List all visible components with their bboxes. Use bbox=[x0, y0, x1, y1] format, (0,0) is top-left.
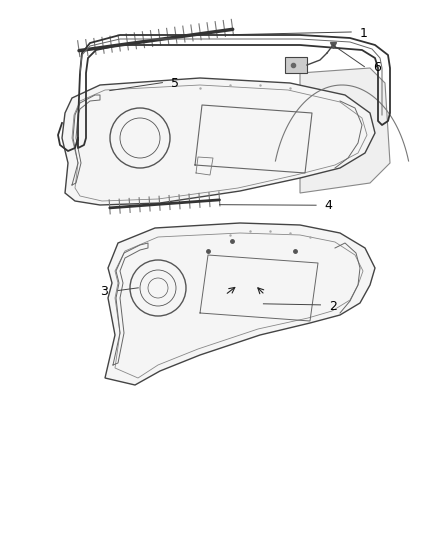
Text: 1: 1 bbox=[359, 27, 367, 39]
Text: 4: 4 bbox=[324, 199, 332, 212]
Polygon shape bbox=[299, 68, 389, 193]
Text: 5: 5 bbox=[171, 77, 179, 90]
Text: 6: 6 bbox=[372, 61, 380, 74]
Text: 2: 2 bbox=[328, 300, 336, 313]
Text: 3: 3 bbox=[99, 285, 107, 298]
Polygon shape bbox=[284, 57, 306, 73]
Polygon shape bbox=[62, 78, 374, 205]
Polygon shape bbox=[105, 223, 374, 385]
